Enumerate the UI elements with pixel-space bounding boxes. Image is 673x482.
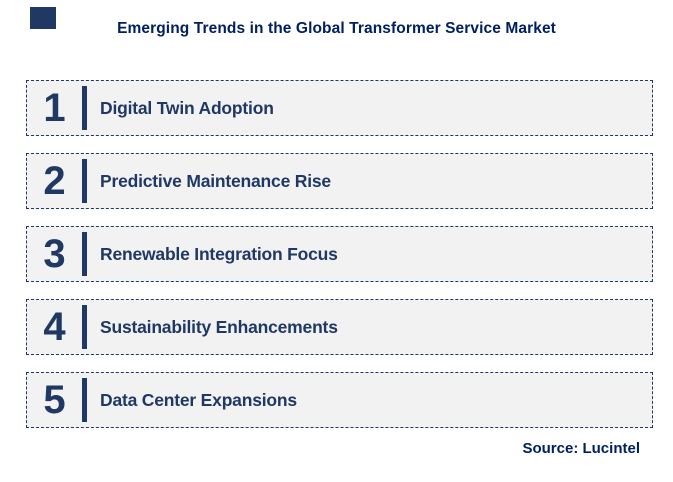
trend-number: 4 (43, 305, 66, 349)
trend-card-1: 1 Digital Twin Adoption (26, 80, 653, 136)
trend-label: Data Center Expansions (100, 389, 297, 410)
trend-list: 1 Digital Twin Adoption 2 Predictive Mai… (26, 80, 653, 428)
trend-label: Digital Twin Adoption (100, 97, 274, 118)
trend-card-3: 3 Renewable Integration Focus (26, 226, 653, 282)
brand-corner-square-icon (30, 7, 56, 29)
trend-number: 1 (43, 86, 66, 130)
trend-number: 5 (43, 378, 66, 422)
trend-card-5: 5 Data Center Expansions (26, 372, 653, 428)
trend-label: Renewable Integration Focus (100, 243, 338, 264)
trend-card-2: 2 Predictive Maintenance Rise (26, 153, 653, 209)
vertical-divider-bar (82, 232, 87, 276)
trend-number: 3 (43, 232, 66, 276)
trend-card-4: 4 Sustainability Enhancements (26, 299, 653, 355)
trend-label: Predictive Maintenance Rise (100, 170, 331, 191)
trend-number: 2 (43, 159, 66, 203)
page-title: Emerging Trends in the Global Transforme… (117, 20, 556, 37)
trend-label: Sustainability Enhancements (100, 316, 338, 337)
vertical-divider-bar (82, 159, 87, 203)
vertical-divider-bar (82, 305, 87, 349)
source-attribution: Source: Lucintel (522, 440, 640, 457)
vertical-divider-bar (82, 378, 87, 422)
vertical-divider-bar (82, 86, 87, 130)
